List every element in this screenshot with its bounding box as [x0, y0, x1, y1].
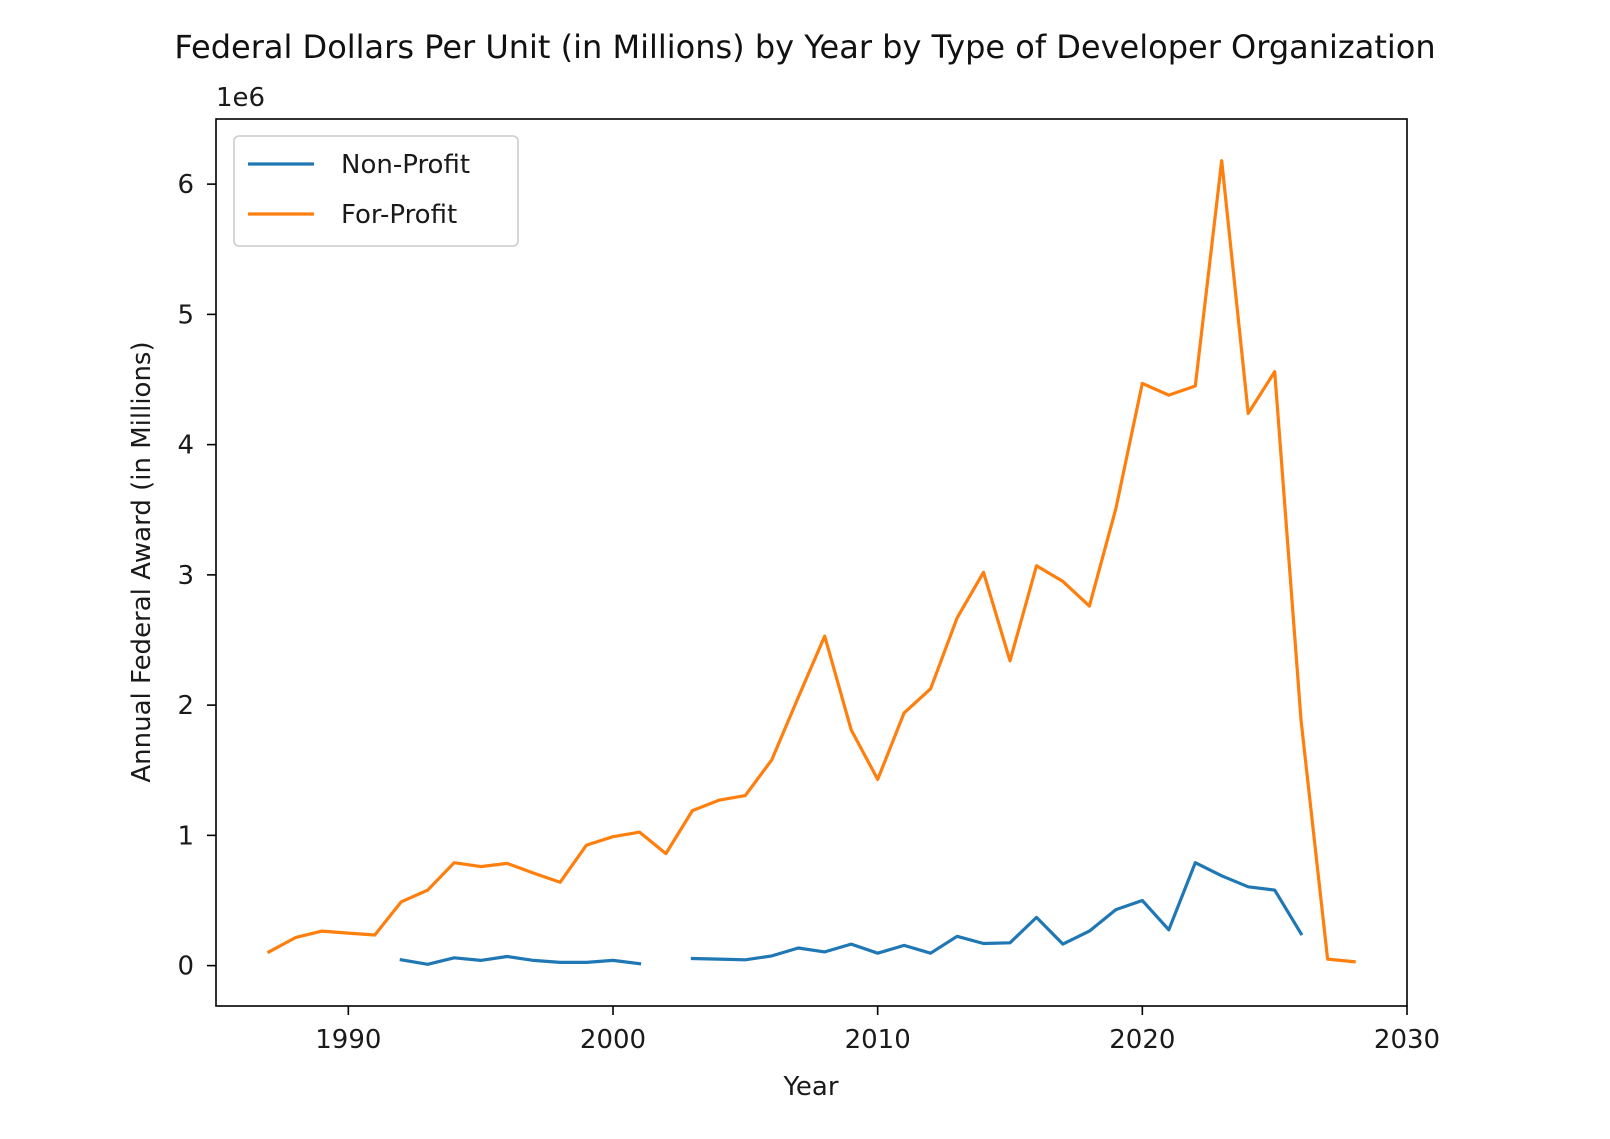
x-axis-label: Year: [782, 1072, 838, 1102]
y-axis-ticks: 0 1 2 3 4 5 6: [177, 170, 216, 982]
x-tick-label: 2000: [580, 1025, 646, 1055]
legend-label-for-profit: For-Profit: [341, 200, 457, 230]
y-tick-label: 2: [177, 691, 194, 721]
y-tick-label: 4: [177, 431, 194, 461]
plot-frame: [215, 118, 1408, 1007]
legend: Non-Profit For-Profit: [233, 135, 519, 247]
series-line-non-profit-segment-2: [690, 861, 1304, 962]
y-axis-label: Annual Federal Award (in Millions): [127, 341, 157, 782]
x-tick-label: 2010: [845, 1025, 911, 1055]
legend-label-non-profit: Non-Profit: [341, 150, 470, 180]
x-tick-label: 1990: [315, 1025, 381, 1055]
y-tick-label: 5: [177, 300, 194, 330]
y-tick-label: 6: [177, 170, 194, 200]
x-axis-ticks: 1990 2000 2010 2020 2030: [315, 1006, 1440, 1055]
y-axis-offset-label: 1e6: [216, 83, 265, 113]
x-tick-label: 2020: [1109, 1025, 1175, 1055]
y-tick-label: 0: [177, 952, 194, 982]
plot-area: [215, 118, 1408, 1007]
chart-title: Federal Dollars Per Unit (in Millions) b…: [174, 28, 1435, 66]
series-lines: [266, 159, 1356, 966]
x-tick-label: 2030: [1374, 1025, 1440, 1055]
series-line-for-profit: [266, 159, 1356, 964]
y-tick-label: 3: [177, 561, 194, 591]
y-tick-label: 1: [177, 821, 194, 851]
series-line-non-profit-segment-1: [399, 954, 642, 966]
